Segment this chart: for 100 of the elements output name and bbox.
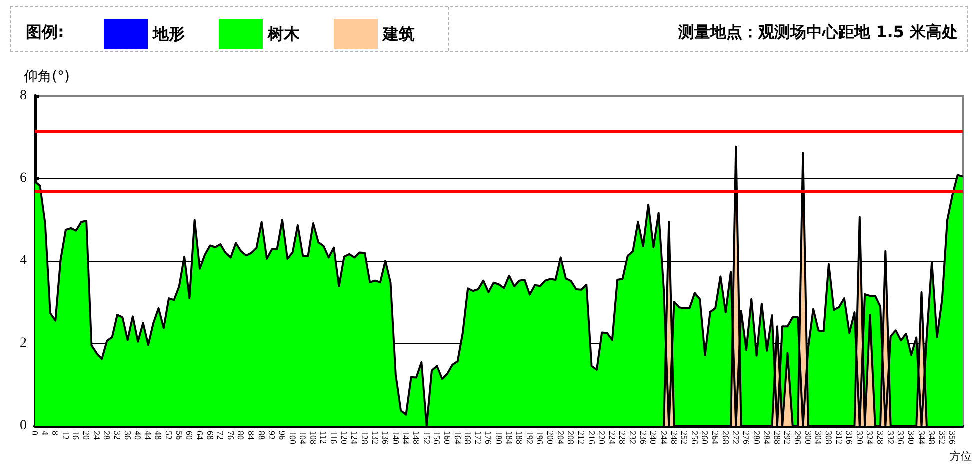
x-tick-label: 132 bbox=[370, 431, 380, 444]
x-tick-label: 332 bbox=[886, 431, 896, 444]
x-tick-label: 260 bbox=[700, 431, 710, 445]
x-tick-label: 200 bbox=[546, 431, 556, 445]
x-tick-label: 120 bbox=[339, 431, 350, 445]
x-tick-label: 184 bbox=[504, 431, 514, 445]
x-tick-label: 56 bbox=[174, 431, 184, 440]
x-tick-label: 236 bbox=[638, 431, 648, 445]
x-tick-label: 140 bbox=[390, 431, 401, 445]
x-tick-label: 244 bbox=[658, 431, 669, 445]
x-tick-label: 160 bbox=[442, 431, 452, 445]
x-tick-label: 164 bbox=[452, 431, 463, 445]
y-axis-title: 仰角(°) bbox=[24, 69, 70, 85]
x-tick-label: 220 bbox=[597, 431, 608, 445]
legend-title: 图例: bbox=[26, 22, 64, 42]
x-tick-label: 284 bbox=[762, 431, 772, 445]
x-tick-label: 268 bbox=[720, 431, 731, 445]
x-tick-label: 240 bbox=[648, 431, 659, 445]
x-tick-label: 212 bbox=[576, 431, 586, 444]
y-tick-label: 8 bbox=[20, 88, 27, 104]
x-tick-label: 312 bbox=[834, 431, 844, 444]
x-tick-label: 84 bbox=[246, 431, 257, 440]
x-tick-label: 52 bbox=[164, 431, 174, 440]
x-tick-label: 8 bbox=[50, 431, 61, 436]
x-tick-label: 104 bbox=[298, 431, 308, 445]
x-tick-label: 292 bbox=[782, 431, 793, 444]
x-tick-label: 336 bbox=[896, 431, 906, 445]
legend-label: 树木 bbox=[267, 24, 301, 44]
x-tick-label: 108 bbox=[308, 431, 318, 445]
x-tick-label: 216 bbox=[586, 431, 597, 445]
x-tick-label: 344 bbox=[916, 431, 927, 445]
x-tick-label: 72 bbox=[216, 431, 226, 440]
x-tick-label: 124 bbox=[350, 431, 360, 445]
x-tick-label: 20 bbox=[82, 431, 92, 440]
x-tick-label: 168 bbox=[463, 431, 474, 445]
x-tick-label: 112 bbox=[318, 431, 329, 444]
x-tick-label: 136 bbox=[380, 431, 391, 445]
x-tick-label: 264 bbox=[710, 431, 721, 445]
x-tick-label: 92 bbox=[267, 431, 278, 440]
x-tick-label: 60 bbox=[184, 431, 195, 440]
x-tick-label: 100 bbox=[288, 431, 298, 445]
x-tick-label: 4 bbox=[40, 431, 50, 436]
x-tick-label: 228 bbox=[618, 431, 628, 445]
x-tick-label: 36 bbox=[122, 431, 133, 440]
x-tick-label: 316 bbox=[844, 431, 855, 445]
x-tick-label: 76 bbox=[226, 431, 236, 440]
y-tick-label: 2 bbox=[20, 336, 27, 351]
x-tick-label: 144 bbox=[401, 431, 412, 445]
x-tick-label: 64 bbox=[194, 431, 205, 440]
x-tick-label: 96 bbox=[277, 431, 288, 440]
x-tick-label: 188 bbox=[514, 431, 525, 445]
x-tick-label: 176 bbox=[484, 431, 494, 445]
x-tick-label: 128 bbox=[360, 431, 370, 445]
x-tick-label: 356 bbox=[948, 431, 958, 445]
x-tick-label: 328 bbox=[876, 431, 886, 445]
x-tick-label: 288 bbox=[772, 431, 782, 445]
x-tick-label: 224 bbox=[607, 431, 618, 445]
x-tick-label: 180 bbox=[494, 431, 504, 445]
x-tick-label: 80 bbox=[236, 431, 246, 440]
x-tick-label: 208 bbox=[566, 431, 576, 445]
x-tick-label: 352 bbox=[937, 431, 948, 444]
x-tick-label: 300 bbox=[803, 431, 814, 445]
x-axis-title: 方位 bbox=[950, 450, 972, 463]
x-tick-label: 44 bbox=[143, 431, 154, 440]
x-tick-label: 16 bbox=[71, 431, 82, 440]
x-tick-label: 196 bbox=[535, 431, 546, 445]
x-tick-label: 308 bbox=[824, 431, 834, 445]
x-tick-label: 320 bbox=[854, 431, 865, 445]
y-tick-label: 6 bbox=[20, 171, 27, 186]
x-tick-label: 280 bbox=[752, 431, 762, 445]
x-tick-label: 148 bbox=[412, 431, 422, 445]
x-tick-label: 340 bbox=[906, 431, 916, 445]
x-tick-label: 156 bbox=[432, 431, 442, 445]
x-tick-label: 48 bbox=[154, 431, 164, 440]
legend-label: 地形 bbox=[152, 24, 185, 44]
x-tick-label: 248 bbox=[669, 431, 680, 445]
x-tick-label: 0 bbox=[30, 431, 40, 436]
x-tick-label: 28 bbox=[102, 431, 112, 440]
x-tick-label: 232 bbox=[628, 431, 638, 444]
x-tick-label: 204 bbox=[556, 431, 566, 445]
x-tick-label: 296 bbox=[793, 431, 804, 445]
x-tick-label: 40 bbox=[133, 431, 144, 440]
x-tick-label: 68 bbox=[205, 431, 216, 440]
x-tick-label: 152 bbox=[422, 431, 432, 444]
x-tick-label: 12 bbox=[60, 431, 71, 440]
x-tick-label: 304 bbox=[814, 431, 824, 445]
x-tick-label: 252 bbox=[680, 431, 690, 444]
chart-title: 测量地点：观测场中心距地 1.5 米高处 bbox=[678, 22, 958, 42]
x-tick-label: 24 bbox=[92, 431, 102, 440]
x-tick-label: 32 bbox=[112, 431, 122, 440]
x-tick-label: 324 bbox=[865, 431, 876, 445]
x-tick-label: 256 bbox=[690, 431, 700, 445]
x-tick-label: 172 bbox=[473, 431, 484, 444]
x-tick-label: 348 bbox=[927, 431, 938, 445]
x-tick-label: 276 bbox=[741, 431, 752, 445]
x-tick-label: 192 bbox=[524, 431, 535, 444]
legend-label: 建筑 bbox=[381, 24, 415, 44]
x-tick-label: 116 bbox=[329, 431, 340, 445]
x-tick-label: 88 bbox=[256, 431, 267, 440]
y-tick-label: 4 bbox=[20, 254, 27, 268]
